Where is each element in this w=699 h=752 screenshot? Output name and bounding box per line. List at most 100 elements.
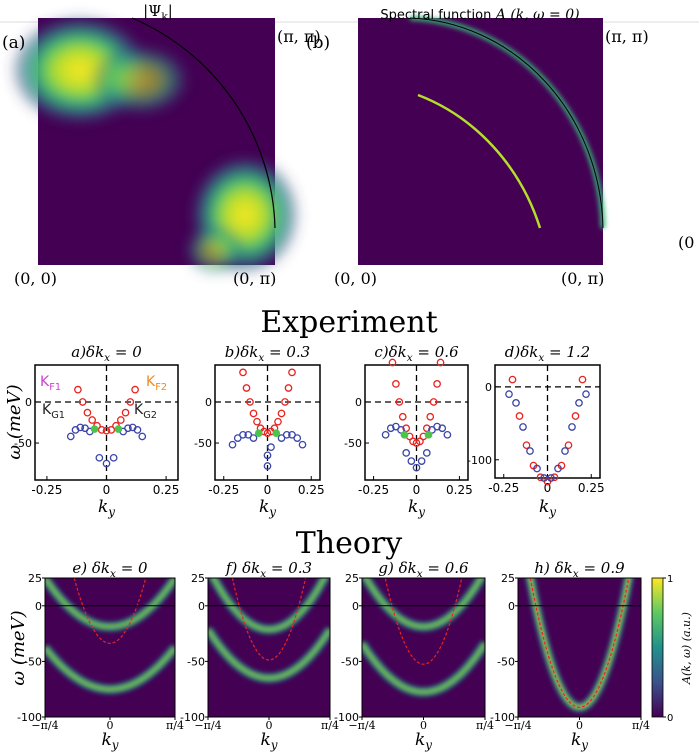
- corner-label: (0, π): [561, 269, 604, 288]
- corner-label: (0, 0): [334, 269, 377, 288]
- data-point: [114, 425, 123, 433]
- x-tick-label: -0.25: [488, 481, 519, 495]
- y-tick-label: 0: [485, 381, 492, 394]
- heatmap: [362, 578, 485, 717]
- y-tick-label: 0: [35, 600, 42, 613]
- text-part: k: [415, 730, 425, 750]
- x-axis-label: ky: [571, 730, 588, 752]
- data-point: [392, 380, 400, 388]
- heatmap: [518, 578, 641, 717]
- panel-title: e) δkx = 0: [72, 559, 148, 580]
- data-point: [116, 416, 125, 424]
- data-point: [90, 425, 99, 433]
- x-tick-label: 0.25: [446, 483, 473, 497]
- data-point: [395, 398, 404, 406]
- data-point: [288, 368, 296, 377]
- cut-label: (0: [678, 233, 694, 252]
- x-tick-label: π/4: [166, 719, 184, 732]
- text-part: K: [42, 402, 52, 418]
- y-axis-label: ω (meV): [8, 610, 29, 685]
- data-point: [74, 385, 82, 394]
- band-core: [362, 642, 485, 694]
- model-dispersion: [384, 578, 463, 665]
- y-tick-label: -100: [490, 711, 515, 724]
- data-point: [109, 453, 118, 462]
- data-point: [582, 390, 590, 399]
- band-core: [208, 628, 330, 680]
- corner-label: (0, 0): [14, 269, 57, 288]
- subscript: F1: [49, 382, 61, 393]
- data-point: [133, 426, 142, 434]
- data-point: [126, 398, 135, 406]
- x-tick-label: 0: [266, 719, 273, 732]
- data-point: [438, 424, 447, 433]
- text-part: h) δk: [534, 559, 572, 577]
- x-axis-label: ky: [101, 730, 118, 752]
- y-tick-label: -50: [24, 655, 42, 668]
- x-tick-label: 0: [413, 483, 421, 497]
- heatmap-b: [358, 18, 603, 265]
- subscript: y: [424, 738, 432, 752]
- y-tick-label: 25: [28, 572, 42, 585]
- panel-title: h) δkx = 0.9: [534, 559, 625, 580]
- y-tick-label: -50: [14, 437, 32, 450]
- data-point: [426, 412, 435, 421]
- subscript: x: [258, 352, 264, 364]
- data-point: [76, 423, 85, 432]
- y-tick-label: 0: [352, 600, 359, 613]
- text-part: |: [168, 2, 173, 20]
- section-heading: Experiment: [260, 305, 437, 340]
- text-part: K: [134, 402, 144, 418]
- x-axis-label: ky: [415, 730, 432, 752]
- subscript: x: [417, 568, 423, 580]
- data-point: [398, 412, 407, 421]
- data-point: [519, 423, 527, 431]
- y-tick-label: -100: [334, 711, 359, 724]
- annotation: KG2: [134, 402, 157, 421]
- heatmap: [208, 578, 330, 717]
- x-axis-label: ky: [408, 497, 425, 519]
- heatmap: [45, 578, 175, 717]
- data-point: [424, 430, 433, 439]
- x-tick-label: 0: [544, 481, 552, 495]
- x-tick-label: 0: [264, 483, 272, 497]
- data-point: [400, 430, 409, 439]
- y-tick-label: -50: [341, 655, 359, 668]
- y-tick-label: 0: [198, 600, 205, 613]
- y-tick-label: 25: [501, 572, 515, 585]
- data-point: [124, 424, 132, 433]
- subscript: y: [417, 505, 425, 519]
- text-part: = 0.6: [423, 559, 469, 577]
- corner-label: (π, π): [605, 27, 649, 46]
- y-tick-label: -50: [344, 437, 362, 450]
- x-tick-label: π/4: [632, 719, 650, 732]
- data-point: [121, 408, 130, 417]
- data-point: [412, 463, 421, 472]
- data-point: [564, 441, 573, 450]
- text-part: = 0.3: [266, 559, 312, 577]
- text-part: k: [259, 497, 269, 517]
- y-tick-label: -100: [17, 711, 42, 724]
- y-tick-label: 25: [345, 572, 359, 585]
- text-part: = 0.6: [413, 343, 459, 361]
- data-point: [242, 384, 251, 392]
- model-dispersion: [529, 578, 630, 708]
- fermi-arc: [131, 17, 276, 229]
- fermi-arc: [409, 17, 604, 229]
- data-point: [515, 412, 524, 420]
- band-core: [45, 578, 175, 628]
- x-tick-label: 0: [103, 483, 111, 497]
- panel-title: d)δkx = 1.2: [505, 343, 590, 364]
- data-point: [239, 430, 247, 439]
- data-point: [381, 430, 390, 439]
- corner-label: (0, π): [233, 269, 276, 288]
- x-tick-label: 0: [420, 719, 427, 732]
- annotation: KF1: [40, 374, 61, 393]
- x-tick-label: 0.25: [153, 483, 180, 497]
- subscript: y: [548, 505, 556, 519]
- data-point: [443, 430, 452, 439]
- text-part: |Ψ: [143, 2, 161, 20]
- text-part: = 0: [110, 343, 142, 361]
- x-tick-label: -0.25: [31, 483, 62, 497]
- data-point: [561, 447, 569, 455]
